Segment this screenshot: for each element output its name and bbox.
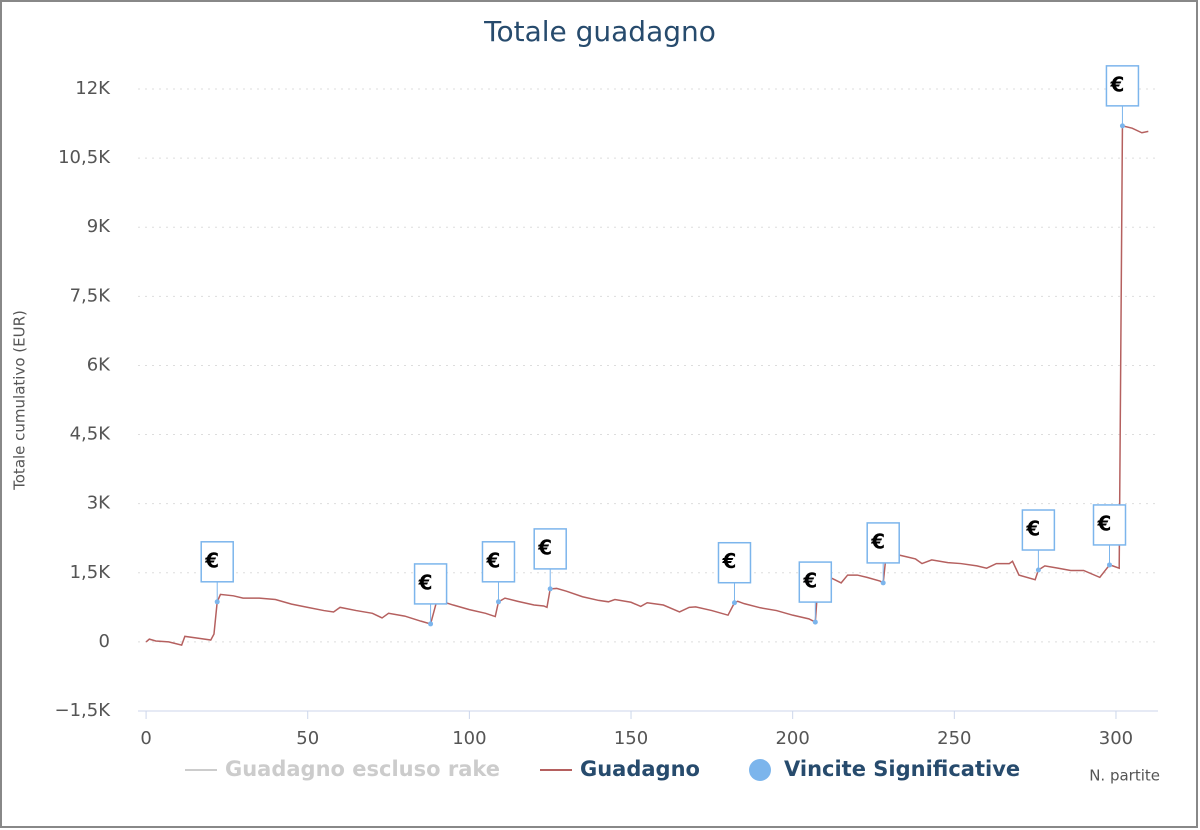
- flag-label: €: [1025, 517, 1040, 541]
- flag-label: €: [1109, 72, 1124, 96]
- y-tick-label: 9K: [87, 216, 111, 237]
- legend-item[interactable]: Guadagno: [540, 757, 700, 781]
- line-series: [145, 124, 1149, 647]
- x-tick-label: 100: [452, 728, 486, 749]
- flag-label: €: [722, 549, 737, 573]
- flag-point: [214, 599, 220, 605]
- flag-box: [413, 563, 448, 605]
- flag-box: [1021, 509, 1056, 551]
- flag-box: [717, 541, 752, 584]
- y-axis-title: Totale cumulativo (EUR): [11, 310, 29, 491]
- flag-point: [880, 580, 886, 586]
- y-tick-label: 7,5K: [70, 285, 112, 306]
- flag-box: [1092, 504, 1127, 546]
- flag-label: €: [204, 548, 219, 572]
- y-tick-label: 1,5K: [70, 562, 112, 583]
- y-tick-label: 6K: [87, 354, 111, 375]
- x-tick-label: 300: [1099, 728, 1133, 749]
- flag-label: €: [1097, 511, 1112, 535]
- x-tick-label: 150: [614, 728, 648, 749]
- x-axis-title: N. partite: [1089, 767, 1160, 785]
- x-tick-label: 50: [296, 728, 319, 749]
- flag-point: [1035, 567, 1041, 573]
- legend-item[interactable]: Guadagno escluso rake: [185, 757, 500, 781]
- y-tick-label: 4,5K: [70, 424, 112, 445]
- flag-label: €: [486, 548, 501, 572]
- flag-point: [1119, 123, 1125, 129]
- flag-label: €: [870, 529, 885, 553]
- y-tick-label: −1,5K: [54, 700, 111, 721]
- flag-point: [495, 599, 501, 605]
- legend-item[interactable]: Vincite Significative: [749, 757, 1020, 781]
- flag-point: [812, 619, 818, 625]
- y-tick-label: 3K: [87, 493, 111, 514]
- flag-point: [731, 600, 737, 606]
- flag-box: [200, 541, 234, 583]
- legend-symbol: [749, 759, 771, 781]
- legend-label: Vincite Significative: [784, 757, 1020, 781]
- x-tick-label: 250: [937, 728, 971, 749]
- flag-point: [547, 586, 553, 592]
- y-tick-label: 0: [99, 631, 110, 652]
- flag-point: [428, 621, 434, 627]
- flag-box: [533, 528, 567, 570]
- flag-point: [1107, 562, 1113, 568]
- y-tick-label: 12K: [75, 78, 111, 99]
- legend-label: Guadagno escluso rake: [225, 757, 500, 781]
- x-tick-label: 0: [140, 728, 151, 749]
- flag-label: €: [418, 570, 433, 594]
- chart-title: Totale guadagno: [483, 15, 716, 48]
- y-tick-label: 10,5K: [58, 147, 111, 168]
- flag-label: €: [537, 535, 552, 559]
- flag-box: [1105, 65, 1140, 107]
- flag-box: [866, 522, 900, 564]
- x-tick-label: 200: [775, 728, 809, 749]
- flag-label: €: [802, 569, 817, 593]
- flag-box: [481, 541, 516, 583]
- flag-box: [798, 561, 833, 603]
- legend-label: Guadagno: [580, 757, 700, 781]
